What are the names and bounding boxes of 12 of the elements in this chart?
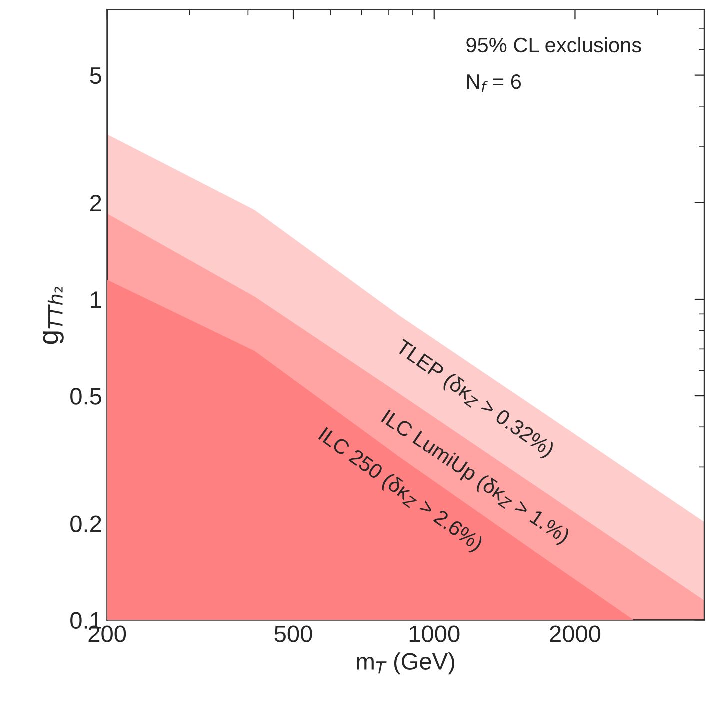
x-tick-label: 2000 [550,626,601,642]
annotation: N$_{f}$ = 6 [467,74,522,92]
y-axis-title: g$_{TTh₂}$ [43,286,64,344]
y-tick-label: 5 [90,68,102,84]
x-axis-title: m$_{T}$ (GeV) [357,652,454,675]
y-tick-label: 0.2 [70,516,102,532]
y-tick-label: 2 [90,195,102,212]
x-tick-label: 1000 [410,626,460,642]
x-tick-label: 500 [274,626,312,642]
y-tick-label: 1 [91,292,102,308]
y-tick-label: 0.5 [70,388,102,405]
annotation: 95% CL exclusions [466,37,642,53]
